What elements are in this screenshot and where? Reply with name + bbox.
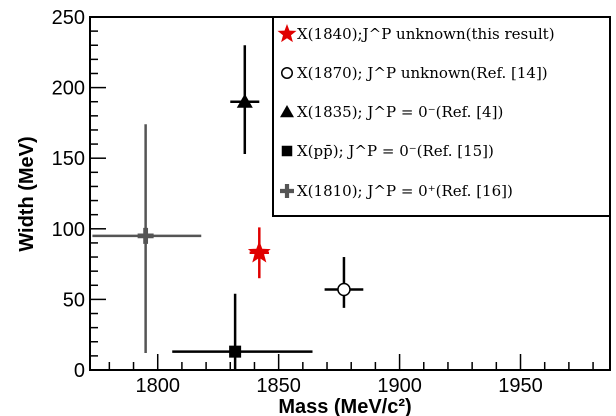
legend-triangle-marker (280, 105, 294, 118)
legend-star-marker (277, 24, 297, 43)
data-point-square (172, 293, 313, 370)
legend-square-marker (281, 145, 293, 157)
legend-open-circle-marker (281, 67, 293, 79)
legend-cross-marker (280, 184, 294, 198)
legend: X(1840);J^P unknown(this result) X(1870);… (272, 16, 611, 217)
square-marker (229, 345, 242, 358)
open-circle-marker (337, 282, 351, 297)
data-point-triangle (230, 45, 260, 154)
x-tick-label: 1900 (377, 375, 422, 397)
y-axis-title: Width (MeV) (16, 136, 38, 251)
legend-box (272, 16, 611, 217)
legend-label: X(1835); J^P = 0⁻(Ref. [4]) (297, 103, 503, 121)
axes: 0 50 100 150 200 250 1800 1850 1900 1950 (52, 7, 611, 397)
legend-entry: X(1870); J^P unknown(Ref. [14]) (281, 64, 548, 82)
data-point-open-circle (324, 257, 364, 308)
y-tick-label: 150 (52, 148, 85, 170)
y-tick-label: 250 (52, 7, 85, 29)
data-point-star (247, 227, 271, 279)
legend-label: X(1840);J^P unknown(this result) (297, 25, 555, 43)
legend-entry: X(1840);J^P unknown(this result) (277, 24, 555, 43)
y-tick-label: 50 (63, 289, 85, 311)
legend-label: X(1870); J^P unknown(Ref. [14]) (297, 64, 548, 82)
legend-entry: X(pp̄); J^P = 0⁻(Ref. [15]) (281, 142, 494, 160)
cross-marker (137, 227, 154, 244)
y-tick-label: 100 (52, 219, 85, 241)
legend-entry: X(1835); J^P = 0⁻(Ref. [4]) (280, 103, 503, 121)
legend-entry: X(1810); J^P = 0⁺(Ref. [16]) (280, 182, 513, 200)
data-points (92, 45, 364, 370)
star-marker (247, 240, 271, 263)
data-point-cross (92, 124, 202, 354)
x-axis-title: Mass (MeV/c²) (278, 396, 411, 416)
y-tick-label: 0 (74, 360, 85, 382)
legend-label: X(pp̄); J^P = 0⁻(Ref. [15]) (297, 142, 494, 160)
x-tick-label: 1850 (256, 375, 301, 397)
x-tick-label: 1950 (498, 375, 543, 397)
x-tick-label: 1800 (135, 375, 180, 397)
y-tick-label: 200 (52, 78, 85, 100)
triangle-marker (236, 93, 253, 108)
legend-label: X(1810); J^P = 0⁺(Ref. [16]) (297, 182, 513, 200)
